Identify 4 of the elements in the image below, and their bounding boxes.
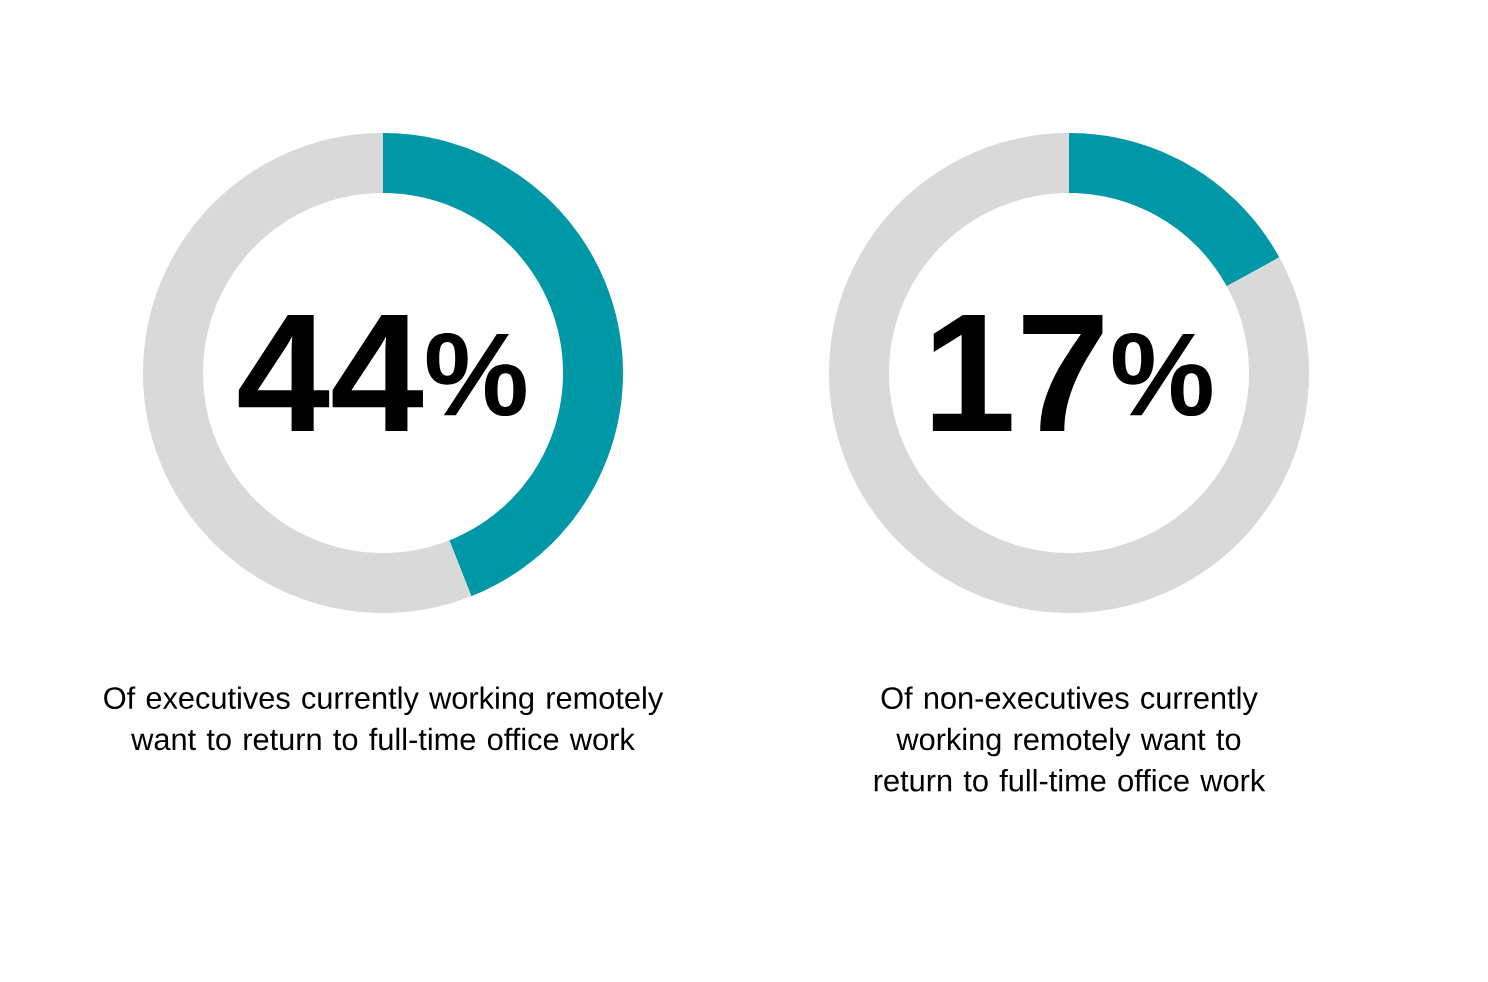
text: 44$^{%}$ bbox=[238, 314, 526, 432]
text: Of executives currently working remotely want to return to full-time office work bbox=[104, 686, 664, 751]
text: Of non-executives currently working remotely want to return to full-time office work bbox=[874, 686, 1266, 792]
text: 17$^{%}$ bbox=[932, 314, 1212, 432]
